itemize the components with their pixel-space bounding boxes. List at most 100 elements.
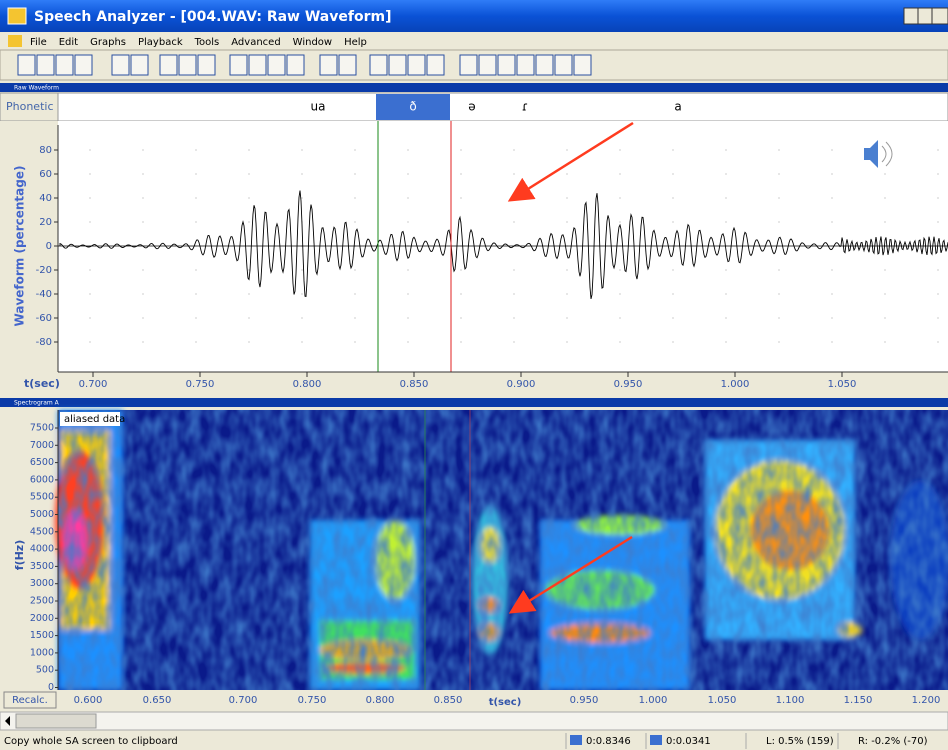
scroll-thumb[interactable] <box>16 714 96 728</box>
grid-dot <box>354 221 355 222</box>
grid-dot <box>725 317 726 318</box>
toolbar-button[interactable] <box>574 55 591 75</box>
toolbar-button[interactable] <box>427 55 444 75</box>
grid-dot <box>248 173 249 174</box>
x-tick-label: 0.600 <box>74 695 103 706</box>
x-tick-label: 1.000 <box>639 695 668 706</box>
toolbar-button[interactable] <box>18 55 35 75</box>
pane-title: Spectrogram A <box>14 400 60 407</box>
y-axis-label: Waveform (percentage) <box>13 166 27 327</box>
toolbar-button[interactable] <box>498 55 515 75</box>
menu-item[interactable]: Advanced <box>231 37 280 48</box>
grid-dot <box>407 293 408 294</box>
menu-item[interactable]: Playback <box>138 37 183 48</box>
grid-dot <box>195 269 196 270</box>
spectrogram-note: aliased data <box>64 414 125 425</box>
grid-dot <box>725 197 726 198</box>
grid-dot <box>142 293 143 294</box>
grid-dot <box>354 173 355 174</box>
grid-dot <box>195 149 196 150</box>
y-axis-area <box>0 121 58 392</box>
x-tick-label: 0.800 <box>293 379 322 390</box>
phonetic-segment[interactable]: ua <box>311 100 326 114</box>
grid-dot <box>407 269 408 270</box>
grid-dot <box>566 197 567 198</box>
grid-dot <box>407 173 408 174</box>
grid-dot <box>831 149 832 150</box>
y-tick-label: 1500 <box>30 630 54 641</box>
grid-dot <box>831 173 832 174</box>
menu-item[interactable]: Help <box>344 37 367 48</box>
toolbar-button[interactable] <box>56 55 73 75</box>
toolbar-button[interactable] <box>249 55 266 75</box>
grid-dot <box>566 173 567 174</box>
grid-dot <box>884 197 885 198</box>
toolbar-button[interactable] <box>339 55 356 75</box>
grid-dot <box>831 293 832 294</box>
grid-dot <box>778 149 779 150</box>
toolbar-button[interactable] <box>131 55 148 75</box>
grid-dot <box>725 341 726 342</box>
y-tick-label: 20 <box>39 217 52 228</box>
close-button[interactable] <box>932 8 948 24</box>
grid-dot <box>142 197 143 198</box>
grid-dot <box>460 149 461 150</box>
grid-dot <box>513 317 514 318</box>
grid-dot <box>619 293 620 294</box>
x-axis-label: t(sec) <box>24 377 60 390</box>
menu-item[interactable]: Edit <box>59 37 78 48</box>
status-field: L: 0.5% (159) <box>766 736 834 747</box>
x-tick-label: 1.150 <box>844 695 873 706</box>
grid-dot <box>407 149 408 150</box>
toolbar-button[interactable] <box>460 55 477 75</box>
phonetic-segment[interactable]: ð <box>409 100 416 114</box>
x-tick-label: 1.200 <box>912 695 941 706</box>
grid-dot <box>725 149 726 150</box>
toolbar-button[interactable] <box>517 55 534 75</box>
phonetic-segment[interactable]: ɾ <box>522 100 528 114</box>
status-icon <box>650 735 662 745</box>
toolbar-button[interactable] <box>320 55 337 75</box>
maximize-button[interactable] <box>918 8 932 24</box>
grid-dot <box>460 341 461 342</box>
y-tick-label: 4500 <box>30 526 54 537</box>
phonetic-segment[interactable]: a <box>674 100 681 114</box>
toolbar-button[interactable] <box>112 55 129 75</box>
toolbar-button[interactable] <box>198 55 215 75</box>
toolbar-button[interactable] <box>536 55 553 75</box>
grid-dot <box>778 173 779 174</box>
grid-dot <box>513 341 514 342</box>
toolbar-button[interactable] <box>160 55 177 75</box>
toolbar-button[interactable] <box>287 55 304 75</box>
doc-icon <box>8 35 22 47</box>
y-tick-label: 3000 <box>30 578 54 589</box>
phonetic-segment[interactable]: ə <box>468 100 475 114</box>
grid-dot <box>513 149 514 150</box>
grid-dot <box>831 341 832 342</box>
grid-dot <box>142 317 143 318</box>
toolbar-button[interactable] <box>479 55 496 75</box>
x-tick-label: 1.100 <box>776 695 805 706</box>
toolbar-button[interactable] <box>37 55 54 75</box>
toolbar-button[interactable] <box>555 55 572 75</box>
menu-item[interactable]: Window <box>293 37 332 48</box>
scrollbar[interactable] <box>0 712 948 730</box>
toolbar-button[interactable] <box>179 55 196 75</box>
toolbar-button[interactable] <box>75 55 92 75</box>
menu-item[interactable]: Tools <box>194 37 220 48</box>
minimize-button[interactable] <box>904 8 918 24</box>
grid-dot <box>407 317 408 318</box>
grid-dot <box>672 197 673 198</box>
toolbar-button[interactable] <box>268 55 285 75</box>
grid-dot <box>884 341 885 342</box>
grid-dot <box>884 269 885 270</box>
grid-dot <box>195 317 196 318</box>
window-controls <box>904 8 948 24</box>
toolbar-button[interactable] <box>230 55 247 75</box>
toolbar-button[interactable] <box>370 55 387 75</box>
menu-item[interactable]: File <box>30 37 47 48</box>
menu-item[interactable]: Graphs <box>90 37 126 48</box>
toolbar-button[interactable] <box>389 55 406 75</box>
x-tick-label: 0.900 <box>507 379 536 390</box>
toolbar-button[interactable] <box>408 55 425 75</box>
